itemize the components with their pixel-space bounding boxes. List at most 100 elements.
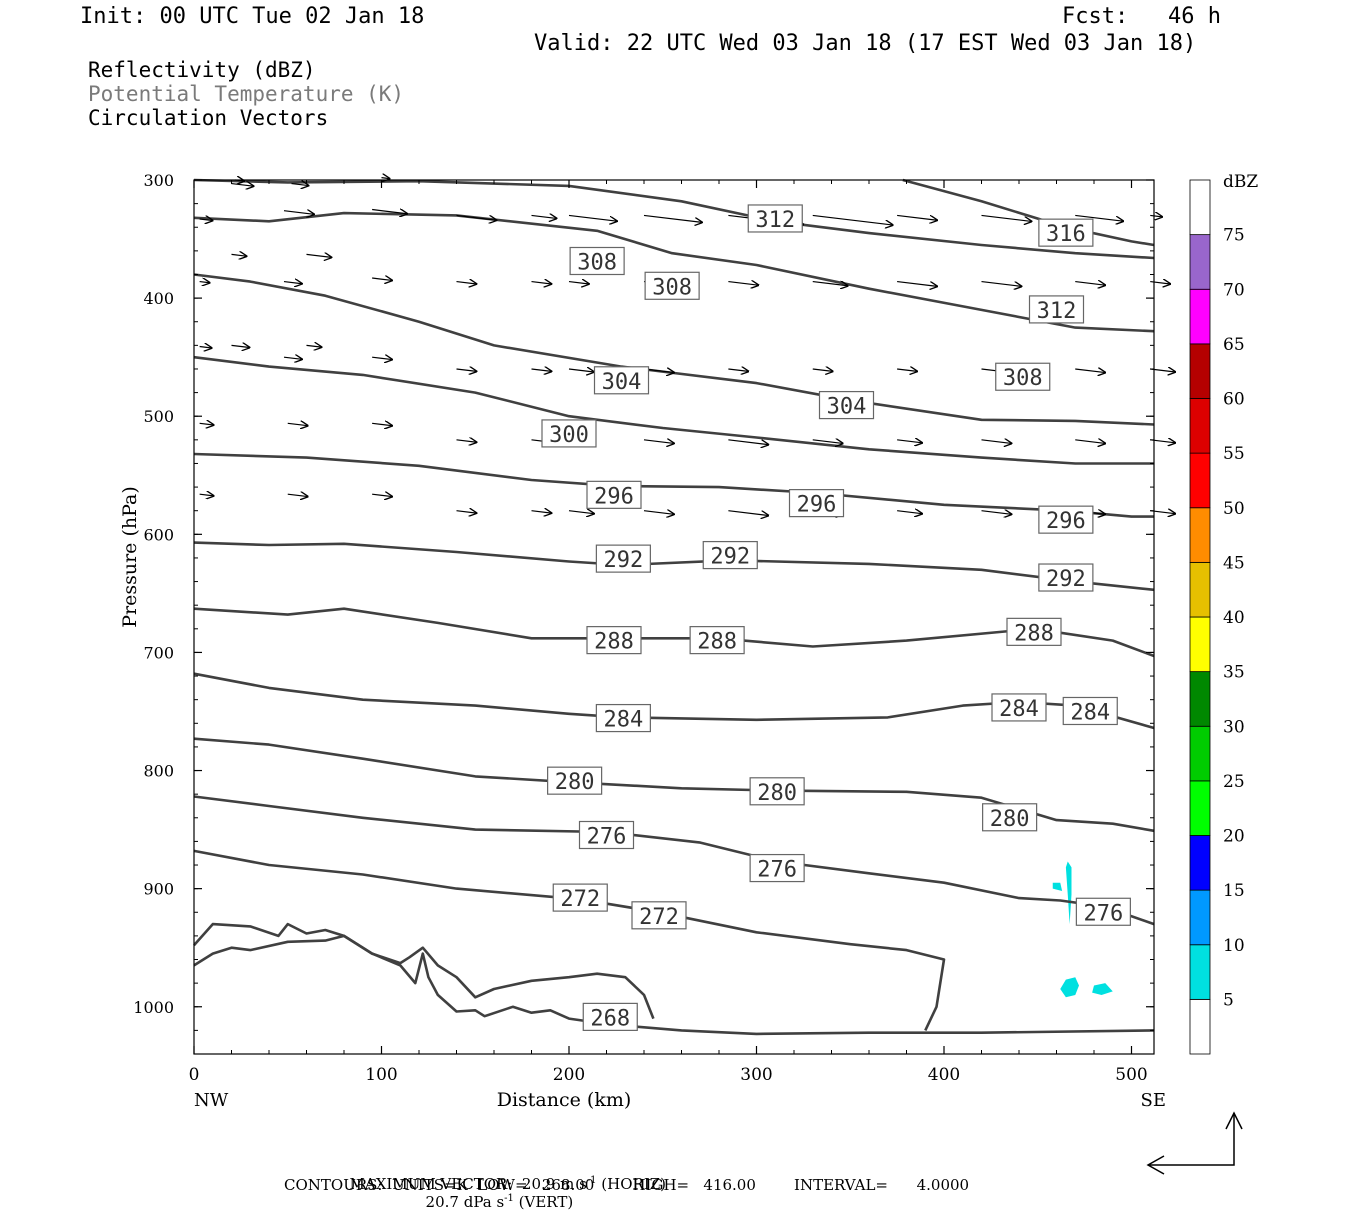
circulation-vector-47	[372, 357, 392, 359]
circulation-vector-39	[897, 280, 937, 287]
legend-circulation-vectors: Circulation Vectors	[88, 106, 329, 130]
theta-contour-308-2	[193, 211, 1155, 333]
contour-label-22: 280	[749, 777, 805, 806]
contour-label-text: 296	[594, 484, 634, 509]
contour-label-25: 276	[749, 853, 805, 883]
contour-label-text: 292	[604, 548, 644, 573]
y-tick-label-400: 400	[143, 289, 174, 308]
x-tick-label-200: 200	[553, 1065, 585, 1085]
contour-label-11: 296	[1038, 505, 1094, 534]
circulation-vector-24	[897, 214, 937, 220]
colorbar-label-60: 60	[1223, 390, 1245, 410]
circulation-vector-60	[372, 423, 392, 425]
contour-label-text: 292	[710, 545, 750, 570]
circulation-vector-54	[897, 369, 917, 371]
reflectivity-patch-1	[1052, 882, 1063, 892]
contour-label-8: 300	[541, 419, 597, 448]
colorbar: 5 10 15 20 25 30 35 40 45 50 55 60 65 70 75 dBZ	[1189, 172, 1258, 1055]
circulation-vector-30	[306, 254, 332, 257]
colorbar-label-25: 25	[1223, 772, 1245, 792]
contour-label-0: 312	[747, 204, 803, 233]
circulation-vector-73	[372, 494, 392, 496]
contour-label-text: 312	[755, 208, 795, 233]
circulation-vector-76	[568, 511, 594, 514]
circulation-vector-16	[283, 211, 314, 215]
circulation-vector-37	[728, 282, 758, 286]
colorbar-label-5: 5	[1223, 990, 1234, 1010]
circulation-vector-77	[643, 511, 674, 515]
circulation-vector-29	[231, 254, 247, 256]
circulation-vector-3	[381, 178, 390, 179]
circulation-vector-72	[287, 494, 308, 496]
circulation-vector-64	[643, 440, 674, 444]
circulation-vector-32	[372, 278, 392, 280]
legend-potential-temperature: Potential Temperature (K)	[88, 82, 405, 106]
circulation-vector-71	[199, 494, 214, 496]
contour-label-text: 288	[1014, 621, 1054, 646]
theta-contour-268-13	[193, 934, 1155, 1036]
colorbar-label-30: 30	[1223, 717, 1245, 737]
colorbar-label-75: 75	[1223, 226, 1245, 246]
x-left-direction: NW	[194, 1090, 229, 1111]
y-tick-label-700: 700	[143, 643, 174, 662]
contour-label-text: 296	[797, 493, 837, 518]
circulation-vector-17	[372, 210, 407, 214]
circulation-vector-69	[1075, 440, 1105, 444]
reflectivity-patch-0	[1065, 861, 1072, 925]
colorbar-label-10: 10	[1223, 936, 1245, 956]
colorbar-label-55: 55	[1223, 444, 1245, 464]
contour-label-text: 296	[1046, 509, 1086, 534]
contour-label-5: 304	[593, 366, 650, 395]
circulation-vector-61	[456, 440, 477, 442]
contour-label-text: 304	[602, 370, 642, 395]
circulation-vector-52	[728, 369, 748, 371]
colorbar-segment-14	[1189, 234, 1211, 290]
circulation-vector-40	[981, 280, 1022, 287]
colorbar-segment-1	[1189, 944, 1211, 1000]
contour-label-text: 280	[990, 807, 1030, 832]
contour-label-13: 292	[702, 540, 758, 570]
contour-label-1: 316	[1038, 218, 1094, 247]
circulation-vector-66	[812, 440, 843, 444]
colorbar-segment-15	[1189, 179, 1211, 236]
x-right-direction: SE	[1141, 1090, 1166, 1111]
contour-label-text: 288	[594, 630, 634, 655]
contour-label-14: 292	[1038, 563, 1094, 592]
circulation-vector-27	[1150, 215, 1162, 216]
theta-contour-312-0	[193, 178, 1155, 260]
circulation-vector-44	[231, 345, 250, 347]
contour-label-21: 280	[547, 766, 603, 795]
circulation-vector-42	[1150, 282, 1170, 284]
contour-label-12: 292	[595, 544, 651, 573]
colorbar-segment-10	[1189, 452, 1211, 509]
contour-label-text: 276	[757, 858, 797, 883]
circulation-vector-13	[199, 219, 213, 221]
contour-label-6: 308	[995, 362, 1051, 391]
circulation-vector-68	[981, 440, 1012, 444]
colorbar-segment-2	[1189, 889, 1211, 946]
contour-label-text: 268	[590, 1006, 630, 1031]
circulation-vector-49	[531, 369, 552, 371]
circulation-vector-45	[306, 345, 322, 347]
y-tick-label-800: 800	[143, 762, 174, 781]
circulation-vector-53	[812, 369, 833, 371]
contour-label-text: 284	[1070, 700, 1110, 725]
circulation-vector-38	[812, 282, 848, 286]
contour-label-19: 284	[991, 693, 1047, 722]
legend-reflectivity: Reflectivity (dBZ)	[88, 58, 316, 82]
theta-contour-300-4	[193, 355, 1154, 465]
circulation-vector-31	[283, 282, 302, 284]
colorbar-segment-8	[1189, 561, 1211, 618]
contour-label-4: 312	[1028, 295, 1085, 324]
contour-label-text: 304	[827, 395, 867, 420]
y-tick-label-300: 300	[143, 171, 174, 190]
circulation-vector-18	[456, 214, 497, 220]
colorbar-label-40: 40	[1223, 608, 1245, 628]
contour-label-7: 304	[818, 390, 875, 420]
forecast-hour: Fcst: 46 h	[1062, 4, 1221, 29]
contour-label-18: 284	[595, 703, 651, 733]
circulation-vector-80	[897, 511, 922, 514]
contour-label-15: 288	[586, 626, 642, 655]
axes-layer: 0 100 200 300 400 500 300 400 500 600 700 800 900 100…	[119, 171, 1166, 1111]
